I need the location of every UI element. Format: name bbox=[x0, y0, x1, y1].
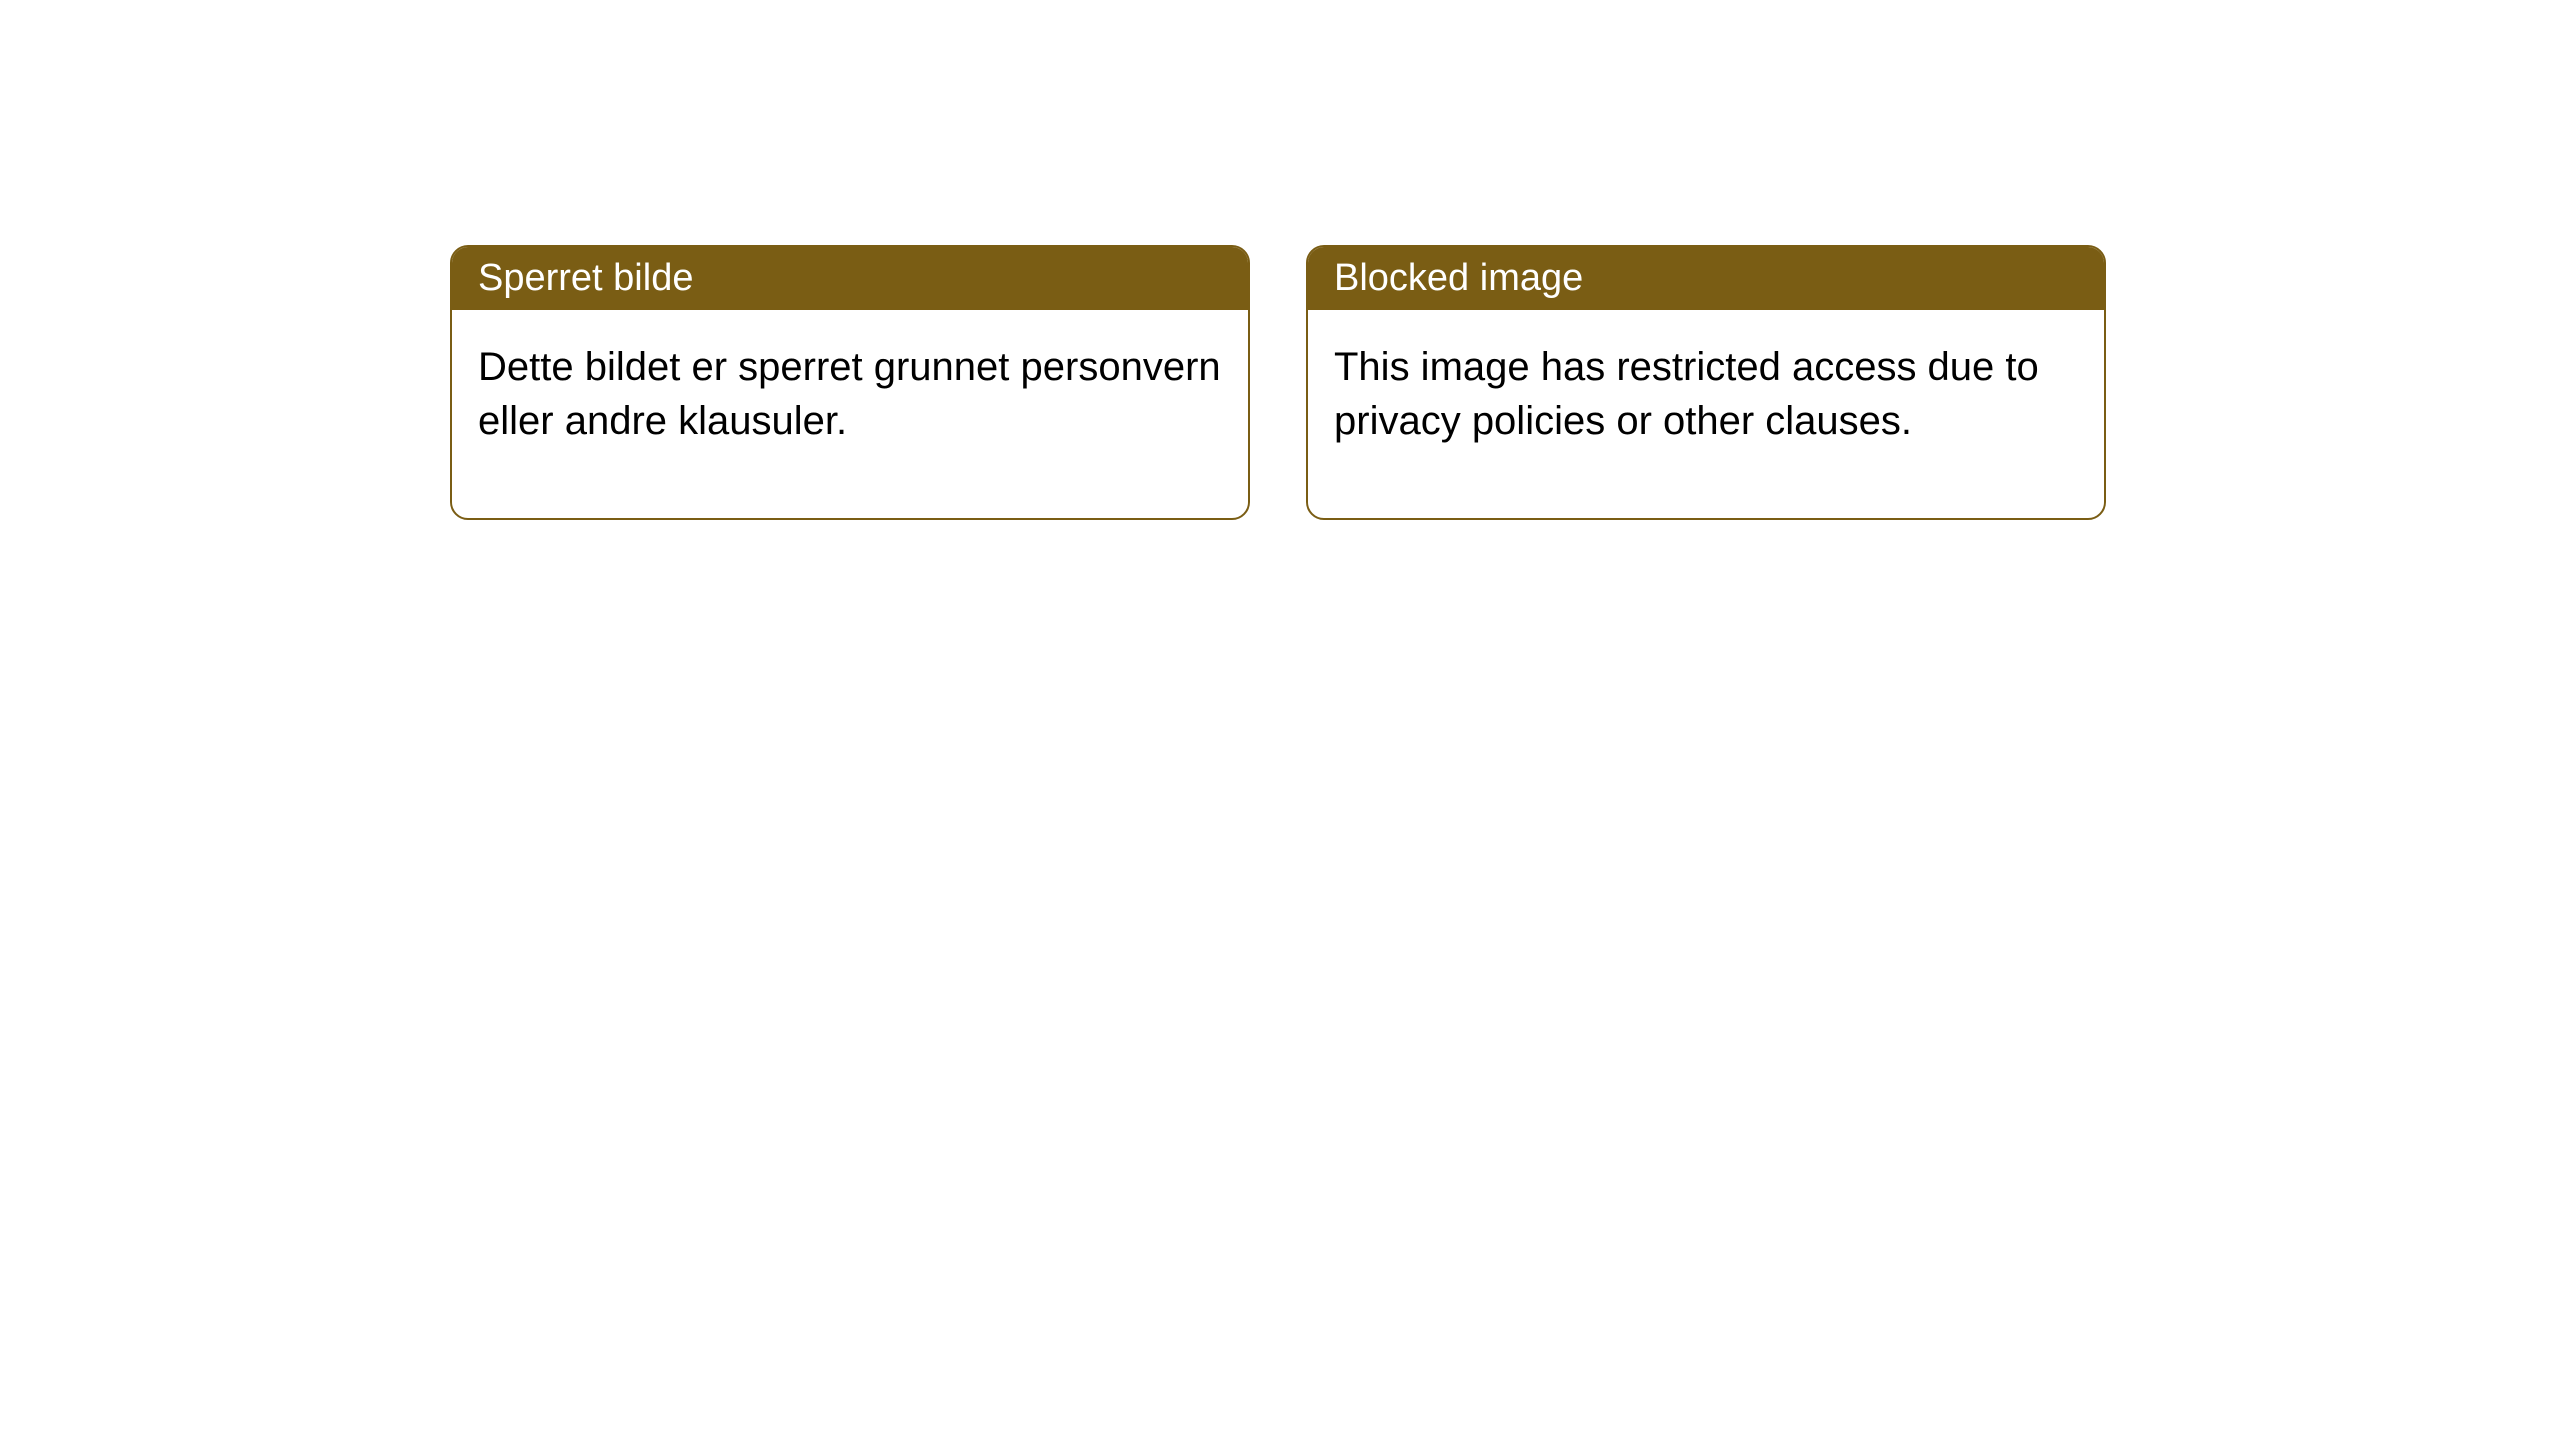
card-header: Sperret bilde bbox=[452, 247, 1248, 310]
blocked-image-card-english: Blocked image This image has restricted … bbox=[1306, 245, 2106, 520]
card-message: Dette bildet er sperret grunnet personve… bbox=[478, 345, 1221, 443]
card-header: Blocked image bbox=[1308, 247, 2104, 310]
blocked-image-card-norwegian: Sperret bilde Dette bildet er sperret gr… bbox=[450, 245, 1250, 520]
card-body: This image has restricted access due to … bbox=[1308, 310, 2104, 518]
card-message: This image has restricted access due to … bbox=[1334, 345, 2039, 443]
card-title: Blocked image bbox=[1334, 257, 1583, 299]
notice-cards-container: Sperret bilde Dette bildet er sperret gr… bbox=[450, 245, 2106, 520]
card-body: Dette bildet er sperret grunnet personve… bbox=[452, 310, 1248, 518]
card-title: Sperret bilde bbox=[478, 257, 693, 299]
